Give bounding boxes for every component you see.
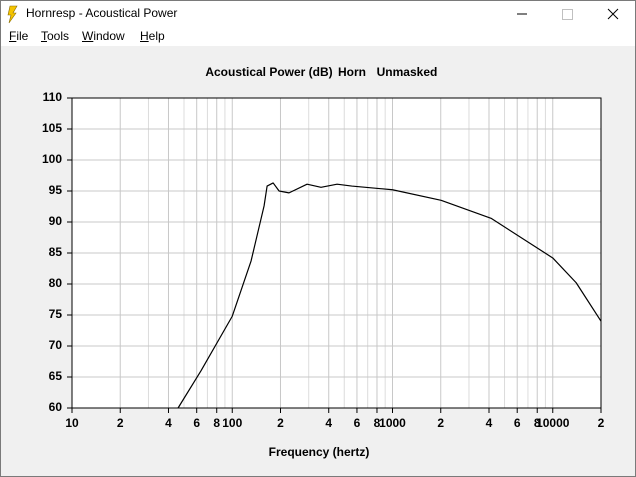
- title-bar-icons: [7, 5, 619, 24]
- x-tick-label: 100: [222, 416, 242, 430]
- x-tick-label: 4: [486, 416, 493, 430]
- y-tick-label: 70: [49, 338, 63, 352]
- y-tick-label: 95: [49, 183, 63, 197]
- menu-item[interactable]: Tools: [41, 29, 70, 43]
- annotation: Unmasked: [377, 65, 438, 79]
- title-bar: Hornresp - Acoustical Power: [1, 1, 635, 27]
- x-tick-label: 8: [213, 416, 220, 430]
- x-tick-label: 8: [534, 416, 541, 430]
- x-tick-label: 2: [117, 416, 124, 430]
- menu-item[interactable]: File: [9, 29, 29, 43]
- x-tick-label: 4: [325, 416, 332, 430]
- menu-item[interactable]: Window: [82, 29, 125, 43]
- maximize-button[interactable]: [562, 9, 573, 20]
- window-title: Hornresp - Acoustical Power: [26, 6, 178, 20]
- x-tick-label: 6: [514, 416, 521, 430]
- x-tick-label: 10: [65, 416, 79, 430]
- x-axis-label: Frequency (hertz): [269, 445, 370, 459]
- chart-title: Acoustical Power (dB): [205, 65, 332, 79]
- data-line: [177, 182, 602, 409]
- y-tick-label: 75: [49, 307, 63, 321]
- annotation: Horn: [338, 65, 366, 79]
- x-tick-label: 8: [374, 416, 381, 430]
- y-tick-label: 85: [49, 245, 63, 259]
- x-tick-label: 2: [277, 416, 284, 430]
- x-tick-label: 2: [437, 416, 444, 430]
- y-tick-label: 60: [49, 400, 63, 414]
- chart: Acoustical Power (dB) Horn Unmasked Freq…: [42, 65, 605, 459]
- y-tick-label: 90: [49, 214, 63, 228]
- app-icon: [7, 5, 18, 24]
- y-tick-label: 100: [42, 152, 62, 166]
- x-tick-label: 4: [165, 416, 172, 430]
- x-tick-label: 1000: [379, 416, 406, 430]
- menu-item[interactable]: Help: [140, 29, 165, 43]
- x-tick-label: 6: [354, 416, 361, 430]
- y-tick-label: 80: [49, 276, 63, 290]
- x-tick-label: 6: [193, 416, 200, 430]
- x-tick-label: 2: [598, 416, 605, 430]
- plot-border: [71, 97, 602, 409]
- close-button[interactable]: [607, 8, 619, 20]
- menu-bar: File Tools Window Help: [1, 27, 635, 46]
- y-tick-label: 110: [43, 90, 63, 104]
- x-tick-label: 10000: [536, 416, 570, 430]
- y-tick-label: 65: [49, 369, 63, 383]
- y-tick-label: 105: [42, 121, 62, 135]
